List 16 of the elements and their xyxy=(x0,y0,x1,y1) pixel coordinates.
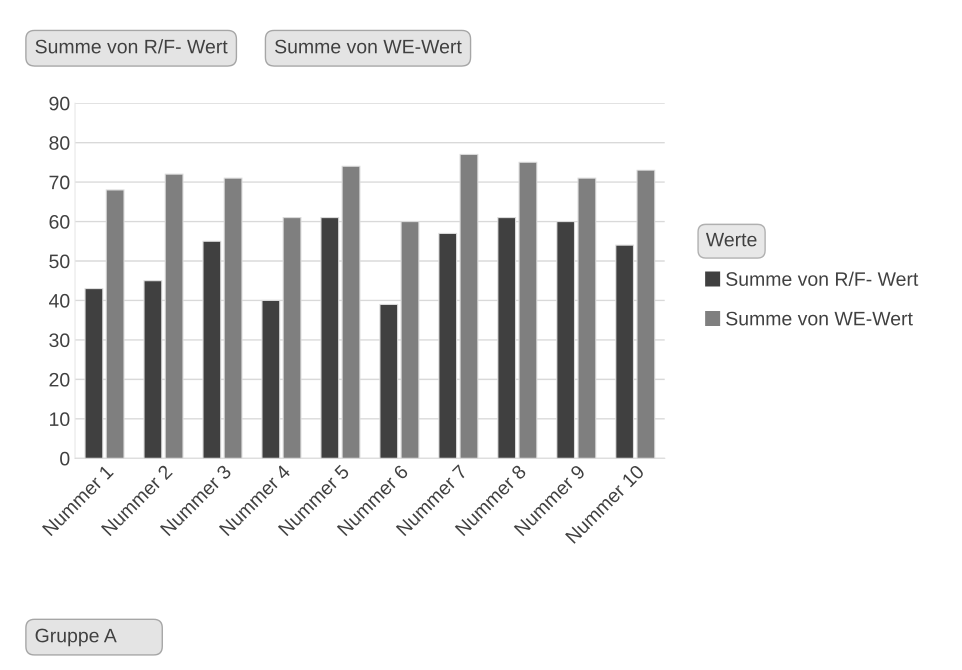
text: Gruppe A xyxy=(36,628,117,646)
y-tick-label: 20 xyxy=(50,372,70,387)
y-tick-label: 30 xyxy=(49,333,70,348)
y-tick-label: 50 xyxy=(49,254,70,268)
y-tick-label: 0 xyxy=(60,452,70,466)
y-tick-label: 10 xyxy=(50,412,70,426)
text: Summe von WE-Wert xyxy=(275,40,462,54)
legend-title: Werte xyxy=(706,232,756,246)
text: Summe von R/F- Wert xyxy=(36,39,228,54)
y-tick-label: 80 xyxy=(49,136,70,150)
y-tick-label: 90 xyxy=(49,96,70,110)
y-tick-label: 60 xyxy=(50,215,70,229)
legend-label: Summe von R/F- Wert xyxy=(726,272,918,286)
y-tick-label: 40 xyxy=(48,294,70,308)
legend-label: Summe von WE-Wert xyxy=(726,312,913,326)
y-tick-label: 70 xyxy=(50,176,70,190)
